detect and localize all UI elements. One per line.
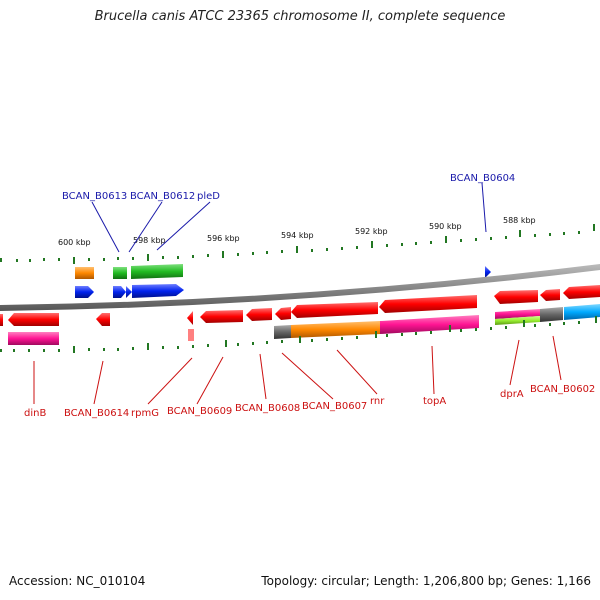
gene-label-topa[interactable]: topA: [423, 396, 446, 407]
gene-bcan-b0604[interactable]: [485, 266, 491, 278]
scale-label-598kbp: 598 kbp: [133, 236, 166, 245]
cog-bar-pink-dinb[interactable]: [8, 332, 59, 345]
cog-bar-pink-topa[interactable]: [380, 315, 479, 334]
cog-bar-orange-rnr[interactable]: [291, 321, 380, 338]
gene-forward-right-1[interactable]: [494, 290, 538, 304]
gene-bcan-b0614[interactable]: [96, 313, 110, 326]
cog-bar-rpmg[interactable]: [188, 329, 194, 341]
map-title: Brucella canis ATCC 23365 chromosome II,…: [94, 9, 506, 24]
gene-bcan-b0609[interactable]: [200, 310, 243, 323]
gene-label-rpmg[interactable]: rpmG: [131, 408, 159, 419]
leader-rpmg: [147, 357, 193, 405]
gene-label-dinb[interactable]: dinB: [24, 408, 46, 419]
leader-bcan-b0609: [196, 356, 224, 405]
cog-bar-green-0612a[interactable]: [113, 267, 127, 279]
leader-bcan-b0608: [259, 353, 267, 400]
gene-label-bcan-b0607[interactable]: BCAN_B0607: [302, 401, 367, 412]
gene-bcan-b0613[interactable]: [75, 286, 94, 298]
gene-label-pled[interactable]: pleD: [197, 191, 220, 202]
scale-label-594kbp: 594 kbp: [281, 231, 314, 240]
gene-topa[interactable]: [379, 295, 477, 313]
scale-lower: [0, 316, 597, 353]
leader-bcan-b0602: [552, 335, 562, 381]
genome-summary-text: Topology: circular; Length: 1,206,800 bp…: [261, 574, 591, 588]
accession-text: Accession: NC_010104: [9, 574, 146, 588]
gene-pled[interactable]: [132, 284, 184, 298]
leader-bcan-b0607: [281, 352, 334, 400]
gene-bcan-b0608[interactable]: [246, 308, 272, 321]
scale-upper: [0, 224, 595, 264]
leader-pled: [156, 201, 211, 251]
gene-forward-right-3[interactable]: [563, 285, 600, 299]
leader-bcan-b0612: [128, 201, 163, 253]
gene-label-bcan-b0609[interactable]: BCAN_B0609: [167, 406, 232, 417]
leader-bcan-b0604: [481, 182, 487, 233]
cog-bar-gray-0607[interactable]: [274, 325, 291, 339]
gene-bcan-b0607[interactable]: [275, 307, 291, 320]
gene-label-bcan-b0612[interactable]: BCAN_B0612: [130, 191, 195, 202]
gene-bcan-b0612-small[interactable]: [113, 286, 126, 298]
scale-label-596kbp: 596 kbp: [207, 234, 240, 243]
gene-label-dpra[interactable]: dprA: [500, 389, 524, 400]
leader-rnr: [336, 349, 378, 395]
gene-rpmg[interactable]: [187, 311, 193, 325]
cog-bar-cyan-right[interactable]: [564, 304, 600, 320]
cog-bar-orange-0613[interactable]: [75, 267, 94, 279]
gene-bcan-b0612-arrow[interactable]: [126, 286, 132, 298]
scale-label-590kbp: 590 kbp: [429, 222, 462, 231]
leader-bcan-b0614: [93, 360, 104, 405]
cog-bar-gray-0602[interactable]: [540, 307, 563, 322]
leader-bcan-b0613: [91, 201, 120, 253]
cog-bar-pink-dpra[interactable]: [495, 309, 540, 319]
gene-forward-right-2[interactable]: [540, 289, 560, 301]
chromosome-backbone: [0, 264, 600, 311]
cog-bar-lime-dpra[interactable]: [495, 316, 540, 325]
gene-label-bcan-b0613[interactable]: BCAN_B0613: [62, 191, 127, 202]
gene-label-bcan-b0604[interactable]: BCAN_B0604: [450, 173, 515, 184]
gene-label-bcan-b0608[interactable]: BCAN_B0608: [235, 403, 300, 414]
gene-label-bcan-b0602[interactable]: BCAN_B0602: [530, 384, 595, 395]
gene-label-rnr[interactable]: rnr: [370, 396, 385, 407]
gene-left-partial[interactable]: [0, 314, 3, 326]
gene-rnr[interactable]: [291, 302, 378, 318]
leader-dpra: [509, 339, 520, 386]
leader-topa: [431, 345, 435, 395]
scale-label-600kbp: 600 kbp: [58, 238, 91, 247]
cog-bar-green-0612[interactable]: [131, 264, 183, 279]
gene-dinb[interactable]: [8, 313, 59, 326]
scale-label-588kbp: 588 kbp: [503, 216, 536, 225]
scale-label-592kbp: 592 kbp: [355, 227, 388, 236]
gene-label-bcan-b0614[interactable]: BCAN_B0614: [64, 408, 129, 419]
